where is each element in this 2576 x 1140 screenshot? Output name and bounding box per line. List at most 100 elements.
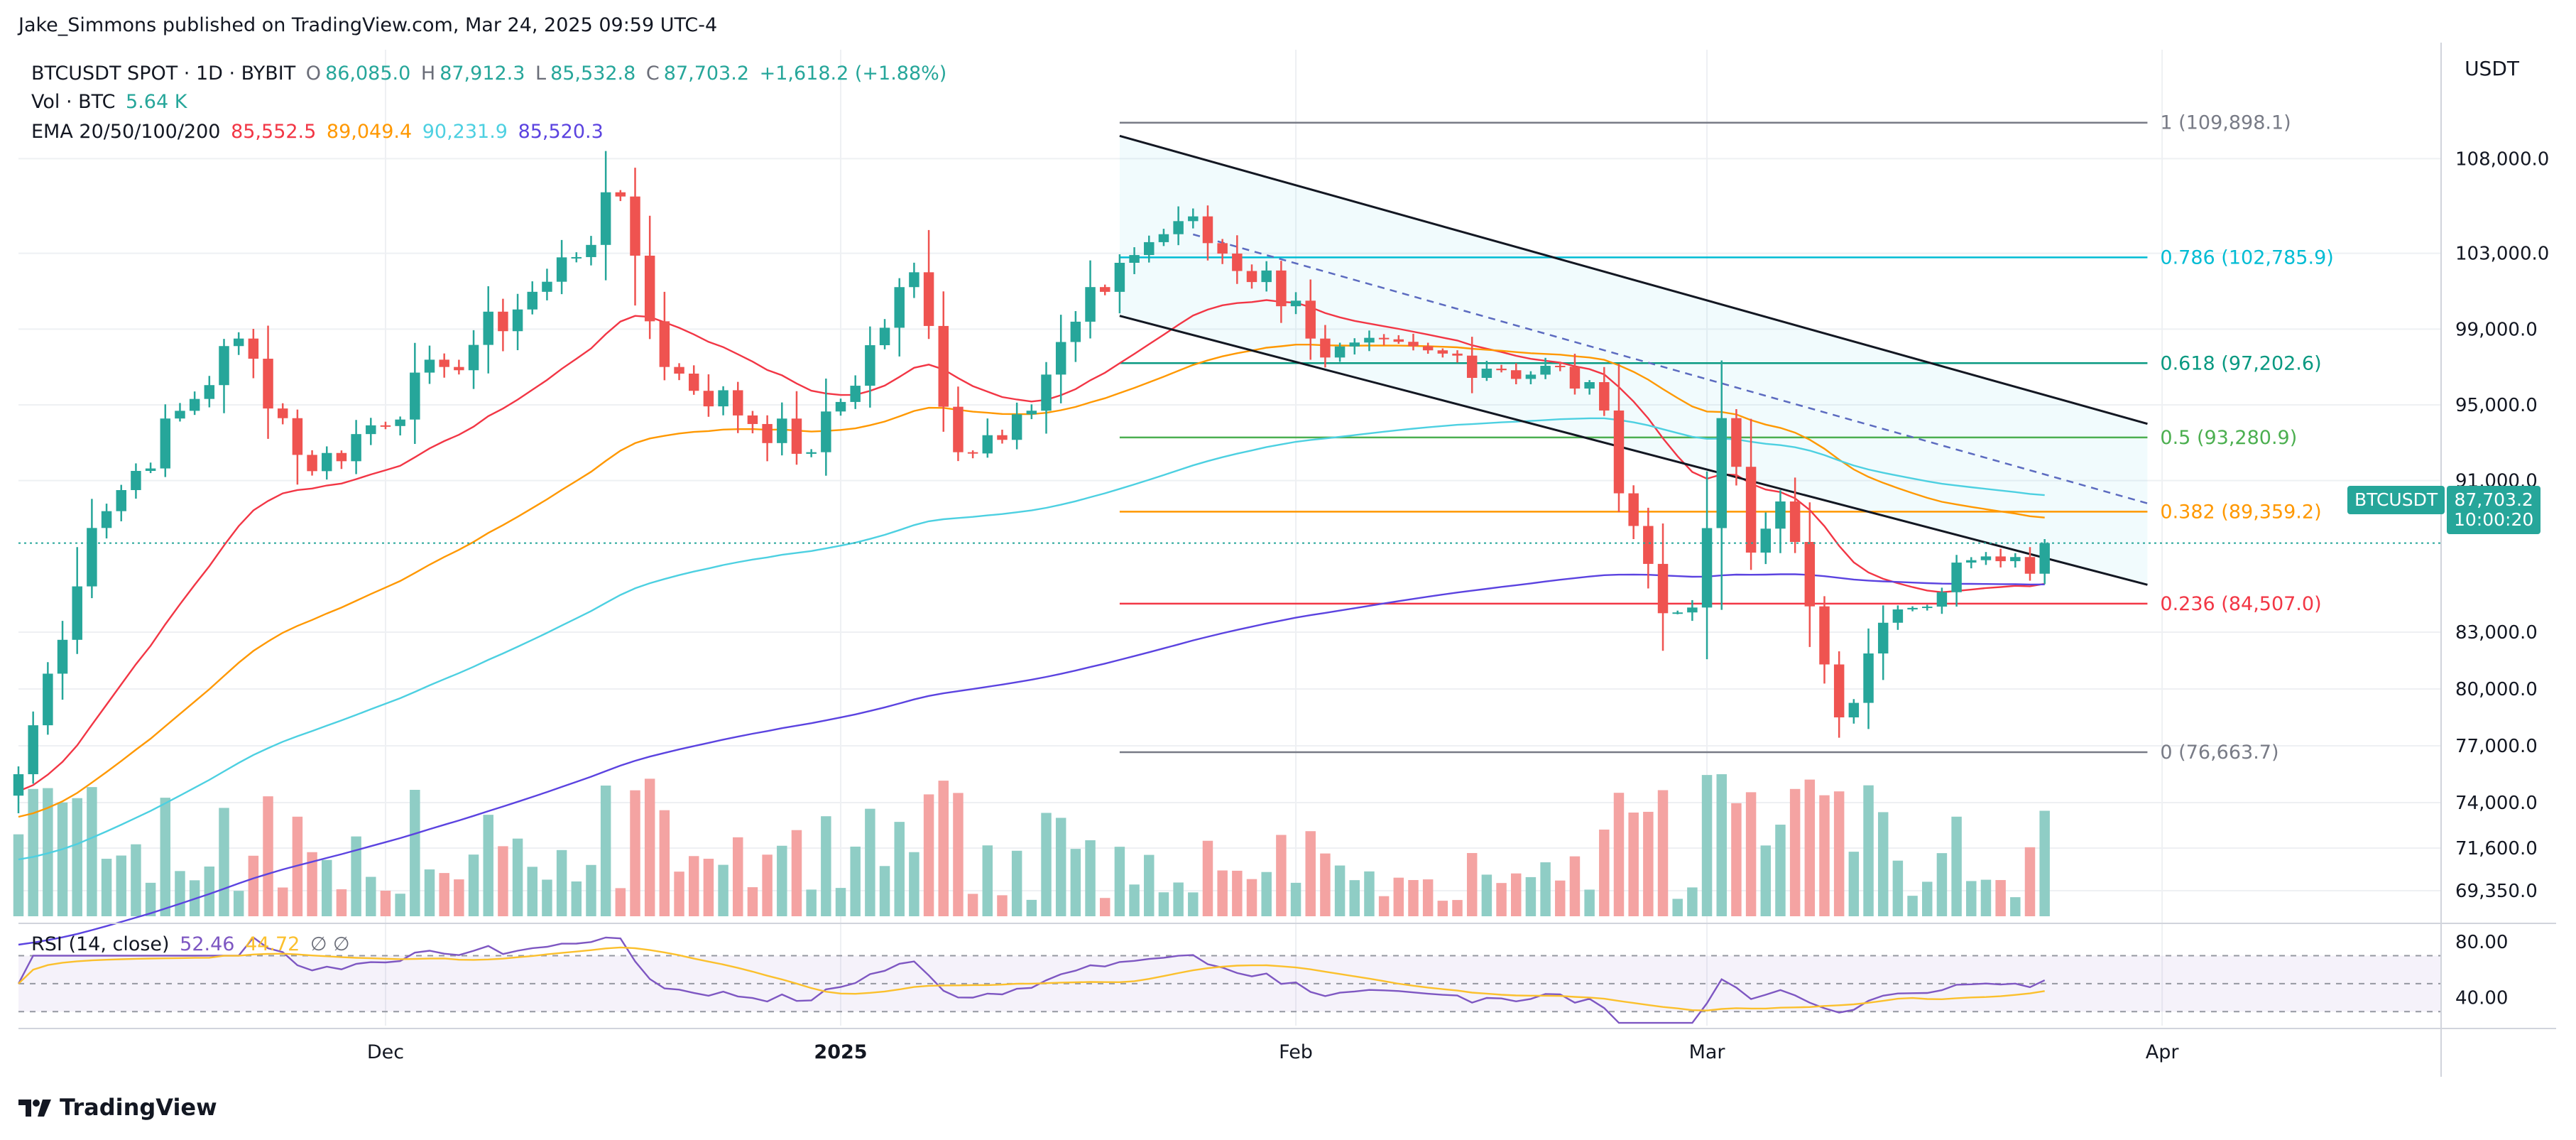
volume-bar <box>674 872 684 916</box>
candle-body <box>850 386 861 402</box>
candle-body <box>57 639 68 674</box>
candle-body <box>556 257 567 282</box>
volume-bar <box>2039 810 2050 916</box>
candle-body <box>322 452 332 472</box>
candle-body <box>1320 338 1331 358</box>
volume-bar <box>923 794 934 916</box>
candle-body <box>410 372 420 420</box>
candle-body <box>307 455 317 472</box>
volume-bar <box>2024 847 2036 916</box>
volume-bar <box>718 864 728 916</box>
candle-body <box>703 391 714 407</box>
price-tick-label: 74,000.0 <box>2455 793 2538 814</box>
volume-bar <box>1892 860 1904 916</box>
volume-bar <box>72 798 82 916</box>
candle-body <box>1466 355 1478 379</box>
candle-body <box>1217 243 1228 254</box>
volume-bar <box>1995 880 2006 916</box>
volume-bar <box>806 889 817 916</box>
ema100-value: 90,231.9 <box>422 121 508 143</box>
candle-body <box>116 490 126 511</box>
volume-bar <box>1555 880 1566 916</box>
candle-body <box>248 338 259 359</box>
volume-bar <box>322 859 332 916</box>
volume-value: 5.64 K <box>126 91 187 113</box>
rsi-legend[interactable]: RSI (14, close) 52.46 44.72 ∅ ∅ <box>31 933 354 955</box>
candle-body <box>688 374 699 391</box>
rsi-tick-label: 80.00 <box>2455 932 2508 953</box>
volume-bar <box>615 888 626 916</box>
hide-icon[interactable]: ∅ ∅ <box>310 933 350 955</box>
price-tick-label: 69,350.0 <box>2455 881 2538 902</box>
candle-body <box>454 367 464 371</box>
symbol-legend[interactable]: BTCUSDT SPOT · 1D · BYBIT O 86,085.0 H 87,… <box>31 63 951 85</box>
fib-label: 0.786 (102,785.9) <box>2160 246 2333 268</box>
candle-body <box>43 673 53 726</box>
volume-bar <box>1466 852 1478 916</box>
currency-unit[interactable]: USDT <box>2465 57 2519 80</box>
candle-body <box>1599 382 1610 411</box>
candle-body <box>1305 300 1316 339</box>
volume-bar <box>879 866 890 916</box>
channel-lower-line <box>1119 315 2148 586</box>
price-tick-label: 103,000.0 <box>2455 244 2549 265</box>
volume-bar <box>1055 818 1066 916</box>
candle-body <box>1745 467 1757 553</box>
fib-label: 0.382 (89,359.2) <box>2160 501 2321 523</box>
candle-body <box>1907 607 1918 609</box>
tradingview-logo[interactable]: TradingView <box>18 1094 217 1121</box>
candle-body <box>1687 607 1698 613</box>
volume-bar <box>1716 774 1727 916</box>
candle-body <box>366 425 376 435</box>
volume-bar <box>145 882 156 916</box>
candle-body <box>1613 410 1625 494</box>
candle-body <box>498 311 508 332</box>
bar-countdown: 10:00:20 <box>2454 509 2534 530</box>
volume-bar <box>1701 775 1713 916</box>
candle-body <box>644 255 655 322</box>
volume-bar <box>87 787 97 916</box>
candle-body <box>1334 346 1346 358</box>
rsi-value: 52.46 <box>180 933 235 955</box>
ema-legend[interactable]: EMA 20/50/100/200 85,552.5 89,049.4 90,2… <box>31 121 608 143</box>
volume-bar <box>43 788 53 916</box>
channel-fill <box>1119 136 2148 585</box>
last-symbol-tag: BTCUSDT <box>2347 486 2445 514</box>
candle-body <box>1041 374 1052 411</box>
high-value: 87,912.3 <box>440 63 525 85</box>
candle-body <box>865 344 875 386</box>
time-tick-label: 2025 <box>814 1041 867 1063</box>
candle-body <box>101 511 112 528</box>
symbol-name: BTCUSDT SPOT · 1D · BYBIT <box>31 63 296 85</box>
volume-bar <box>1393 877 1404 916</box>
volume-bar <box>1657 790 1669 916</box>
candle-body <box>1246 271 1257 283</box>
volume-bar <box>659 810 670 916</box>
volume-bar <box>1276 835 1287 916</box>
volume-bar <box>1173 882 1184 916</box>
candle-body <box>1980 556 1992 560</box>
price-tick-label: 83,000.0 <box>2455 622 2538 644</box>
volume-bar <box>307 852 317 916</box>
volume-bar <box>791 830 802 916</box>
volume-bar <box>997 895 1008 916</box>
ema20-value: 85,552.5 <box>231 121 317 143</box>
volume-legend[interactable]: Vol · BTC 5.64 K <box>31 91 191 113</box>
candle-body <box>630 196 640 256</box>
volume-bar <box>586 864 596 916</box>
volume-bar <box>233 891 244 916</box>
candle-body <box>2024 557 2036 574</box>
rsi-line <box>17 936 2046 1024</box>
candle-body <box>1349 342 1360 347</box>
candle-body <box>659 321 670 367</box>
volume-bar <box>1775 825 1786 916</box>
candle-body <box>336 452 347 462</box>
channel-lines <box>1119 134 2148 586</box>
volume-bar <box>1863 785 1874 916</box>
ema200-value: 85,520.3 <box>518 121 604 143</box>
volume-bar <box>1378 896 1390 916</box>
volume-bar <box>1599 829 1610 916</box>
candle-body <box>351 434 361 462</box>
candle-body <box>1877 622 1889 654</box>
